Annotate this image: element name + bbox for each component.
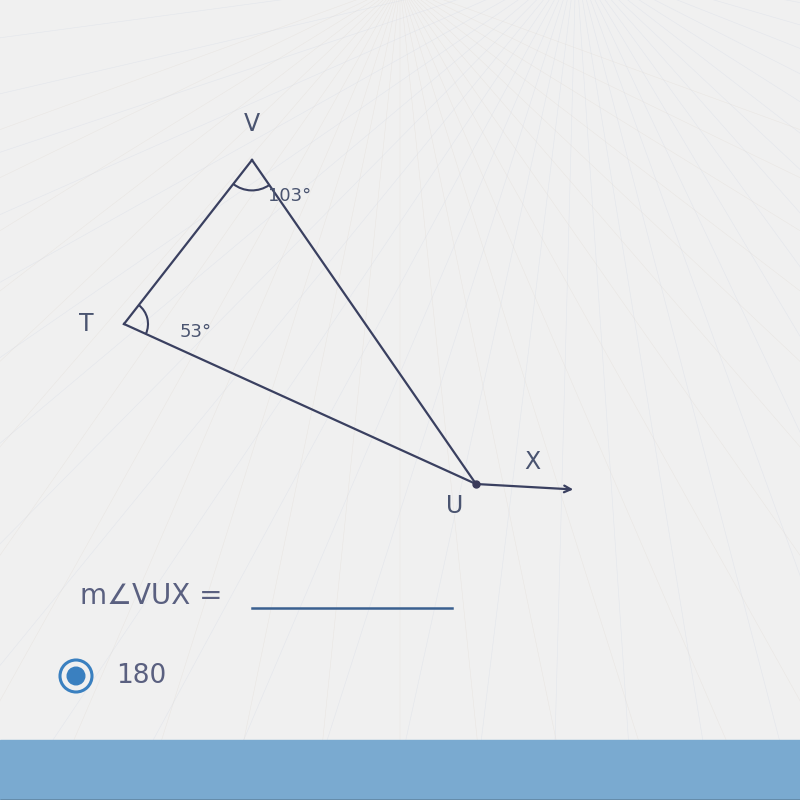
Text: T: T bbox=[79, 312, 94, 336]
Text: V: V bbox=[244, 112, 260, 136]
Text: X: X bbox=[524, 450, 540, 474]
Text: 53°: 53° bbox=[180, 323, 212, 341]
Text: U: U bbox=[446, 494, 463, 518]
Text: m∠VUX =: m∠VUX = bbox=[80, 582, 231, 610]
Text: 180: 180 bbox=[116, 663, 166, 689]
Circle shape bbox=[67, 667, 85, 685]
Bar bbox=[0, 740, 800, 800]
Text: 103°: 103° bbox=[268, 187, 311, 205]
